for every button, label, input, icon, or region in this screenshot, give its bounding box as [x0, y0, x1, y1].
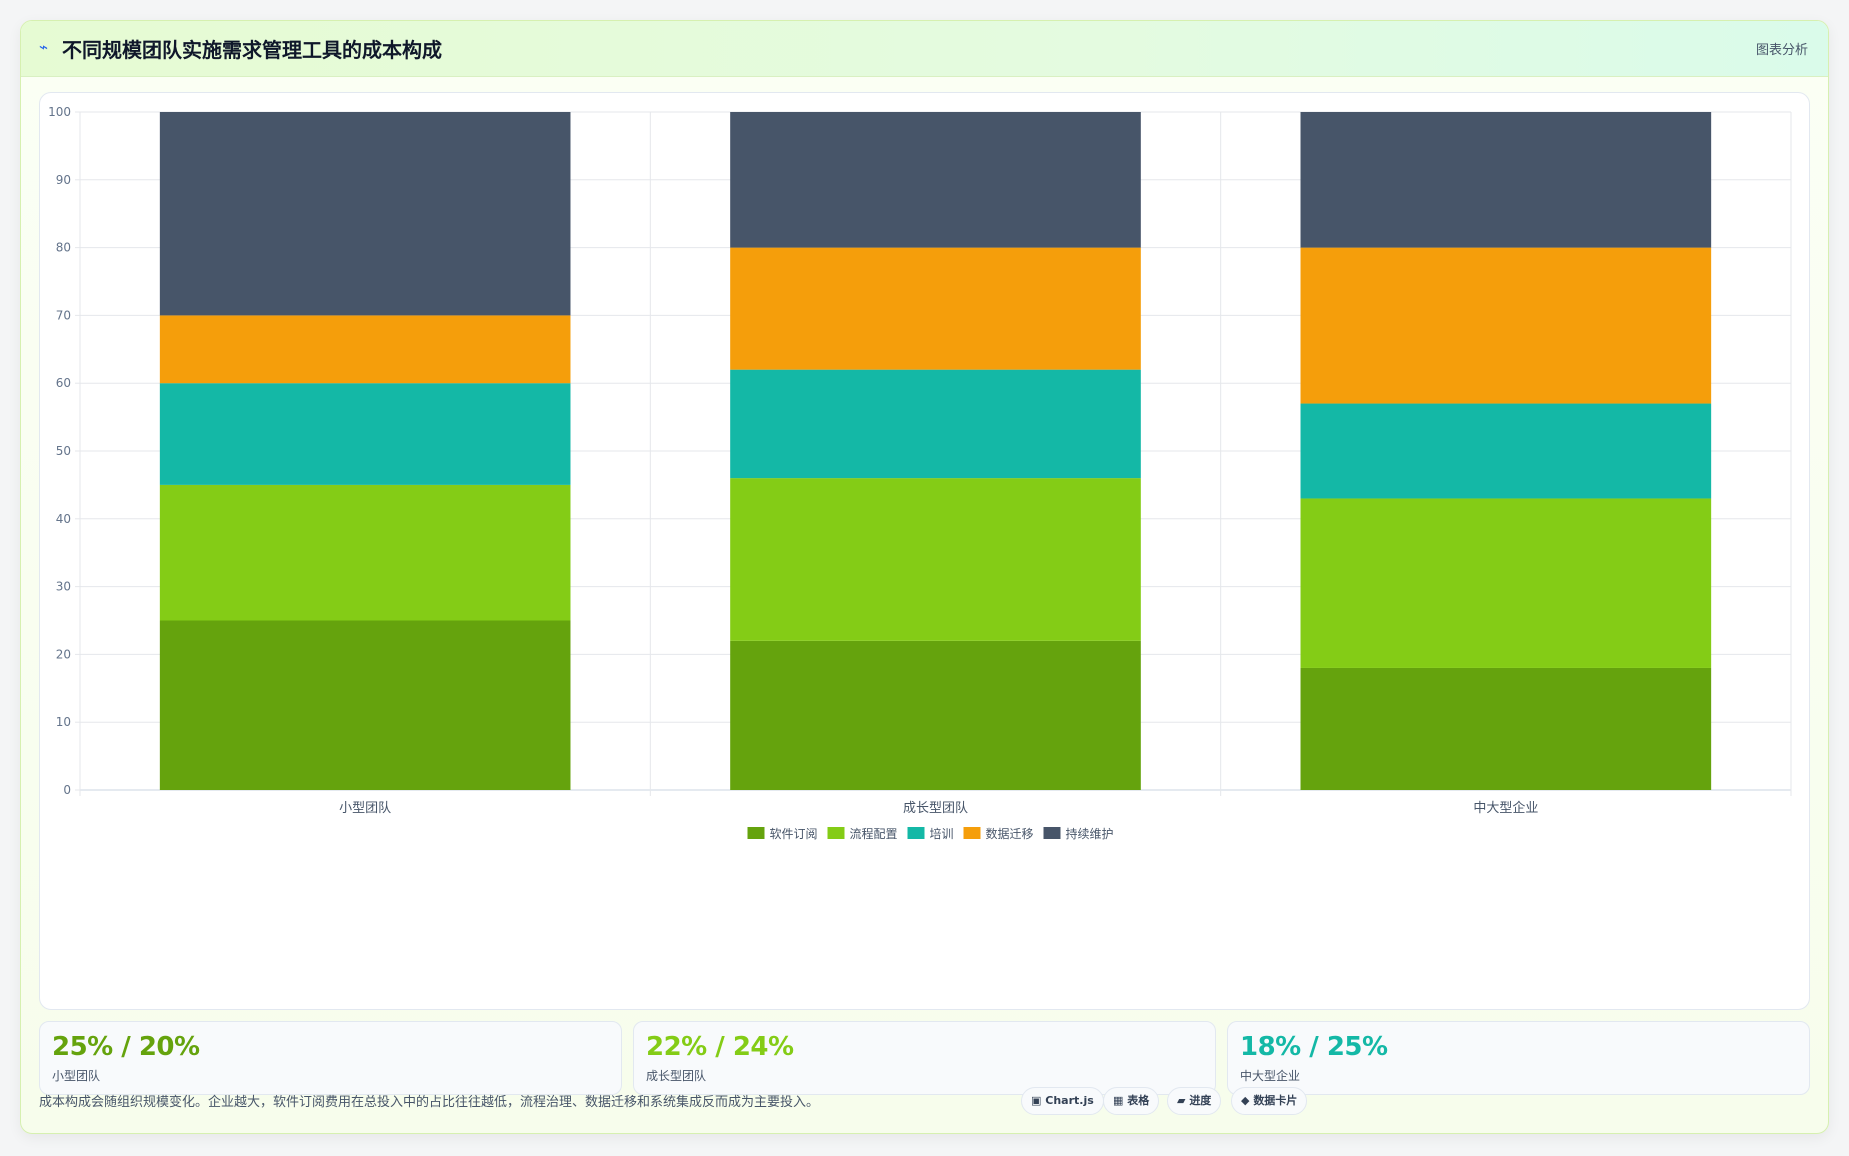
stat-value: 22% / 24%: [646, 1032, 794, 1062]
legend-label: 持续维护: [1066, 826, 1114, 841]
pill-progress[interactable]: ▰ 进度: [1167, 1087, 1222, 1115]
chart-analysis-tag[interactable]: 图表分析: [1755, 43, 1808, 58]
bar-segment: [159, 112, 571, 316]
legend-swatch: [747, 827, 765, 839]
bar-segment: [1300, 112, 1712, 248]
bar-segment: [1300, 403, 1712, 499]
y-tick-label: 60: [56, 376, 71, 390]
pill-data-card[interactable]: ◆ 数据卡片: [1231, 1087, 1308, 1115]
bar-segment: [159, 315, 571, 384]
card-header: ⌁ 不同规模团队实施需求管理工具的成本构成 图表分析: [21, 21, 1828, 77]
x-tick-label: 成长型团队: [903, 801, 968, 816]
y-tick-label: 10: [56, 715, 71, 729]
stat-label: 中大型企业: [1240, 1069, 1301, 1083]
y-tick-label: 80: [56, 241, 71, 255]
y-tick-label: 90: [56, 173, 71, 187]
pill-label: 表格: [1127, 1094, 1150, 1107]
chart-area: 0 10 20 30 40 50 60 70 80 90 100 小型团队 成长型团队 中大型企业软件订阅…: [39, 92, 1810, 1010]
chart-title: 不同规模团队实施需求管理工具的成本构成: [62, 38, 442, 62]
stat-card-growth: 22% / 24% 成长型团队: [633, 1021, 1216, 1095]
bar-segment: [730, 112, 1141, 248]
pill-label: 进度: [1189, 1094, 1212, 1107]
bar-segment: [730, 640, 1141, 790]
stat-card-small: 25% / 20% 小型团队: [39, 1021, 622, 1095]
x-tick-label: 中大型企业: [1473, 800, 1538, 816]
chart-card: ⌁ 不同规模团队实施需求管理工具的成本构成 图表分析 0 10 20 30 40 50 60…: [20, 20, 1829, 1134]
diamond-icon: ◆: [1241, 1094, 1250, 1107]
bar-segment: [730, 369, 1141, 479]
pill-label: 数据卡片: [1253, 1094, 1298, 1107]
bar-segment: [730, 247, 1141, 370]
stat-card-enterprise: 18% / 25% 中大型企业: [1227, 1021, 1810, 1095]
y-tick-label: 20: [56, 647, 71, 661]
bar-segment: [1300, 498, 1712, 668]
y-tick-label: 40: [56, 512, 71, 526]
y-tick-label: 30: [56, 580, 71, 594]
y-tick-label: 50: [56, 444, 71, 458]
legend-label: 培训: [930, 826, 954, 841]
legend-swatch: [1043, 827, 1061, 839]
bar-segment: [159, 383, 571, 485]
bar-segment: [159, 484, 571, 621]
y-tick-label: 70: [56, 308, 71, 322]
bar-segment: [730, 478, 1141, 641]
pulse-icon: ⌁: [39, 38, 49, 56]
stat-value: 25% / 20%: [52, 1032, 200, 1062]
legend-label: 数据迁移: [986, 826, 1034, 841]
stacked-bar-chart: 0 10 20 30 40 50 60 70 80 90 100 小型团队 成长型团队 中大型企业软件订阅…: [48, 105, 1792, 841]
table-icon: ▦: [1113, 1094, 1124, 1107]
chart-icon: ▣: [1031, 1094, 1042, 1107]
stat-value: 18% / 25%: [1240, 1032, 1388, 1062]
summary-note: 成本构成会随组织规模变化。企业越大，软件订阅费用在总投入中的占比往往越低，流程治…: [39, 1095, 820, 1110]
y-tick-label: 0: [63, 783, 71, 797]
x-tick-label: 小型团队: [339, 801, 391, 816]
legend-label: 软件订阅: [770, 827, 818, 841]
bar-segment: [1300, 247, 1712, 404]
progress-icon: ▰: [1177, 1094, 1186, 1107]
pill-table[interactable]: ▦ 表格: [1103, 1087, 1160, 1115]
legend-swatch: [963, 827, 981, 839]
bar-segment: [159, 620, 571, 790]
pill-label: Chart.js: [1045, 1094, 1094, 1107]
stat-label: 成长型团队: [646, 1069, 707, 1083]
pill-chartjs[interactable]: ▣ Chart.js: [1021, 1087, 1104, 1115]
stat-label: 小型团队: [52, 1069, 101, 1083]
legend-swatch: [907, 827, 925, 839]
y-tick-label: 100: [48, 105, 71, 119]
legend-swatch: [827, 827, 845, 839]
bar-segment: [1300, 667, 1712, 790]
legend-label: 流程配置: [850, 826, 898, 841]
